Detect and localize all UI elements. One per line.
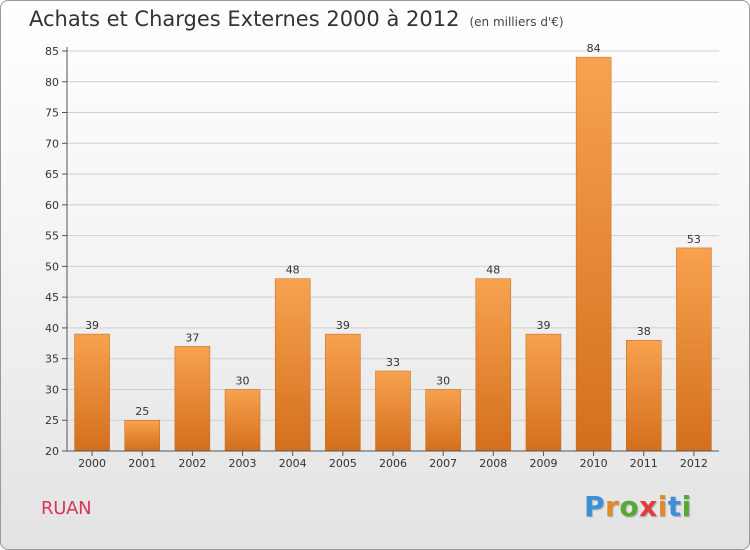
data-label: 53 <box>687 233 701 246</box>
y-tick-label: 75 <box>45 107 59 120</box>
x-tick-label: 2000 <box>78 457 106 470</box>
x-tick-label: 2003 <box>229 457 257 470</box>
bar <box>375 370 411 452</box>
y-tick-label: 85 <box>45 45 59 58</box>
chart-title: Achats et Charges Externes 2000 à 2012 (e… <box>29 7 564 31</box>
chart-title-text: Achats et Charges Externes 2000 à 2012 <box>29 7 460 31</box>
y-tick-label: 30 <box>45 383 59 396</box>
data-label: 25 <box>135 405 149 418</box>
y-tick-label: 25 <box>45 414 59 427</box>
data-label: 30 <box>236 374 250 387</box>
logo-letter: i <box>681 490 692 523</box>
data-label: 39 <box>336 319 350 332</box>
bar <box>274 278 311 452</box>
bar <box>525 333 562 452</box>
chart-subtitle: (en milliers d'€) <box>469 15 564 29</box>
data-label: 37 <box>185 331 199 344</box>
proxiti-logo[interactable]: Proxiti <box>584 490 692 523</box>
y-tick-label: 40 <box>45 322 59 335</box>
commune-name: RUAN <box>41 498 92 519</box>
data-label: 30 <box>436 374 450 387</box>
y-tick-label: 65 <box>45 168 59 181</box>
bars: 39 25 37 30 48 39 33 30 48 39 84 38 53 <box>74 42 712 452</box>
y-tick-label: 55 <box>45 230 59 243</box>
x-axis: 2000 2001 2002 2003 2004 2005 2006 2007 2008 2009… <box>67 450 719 470</box>
logo-letter: x <box>639 490 658 523</box>
y-tick-label: 80 <box>45 76 59 89</box>
data-label: 84 <box>587 42 601 55</box>
logo-letter: o <box>619 490 640 523</box>
x-tick-label: 2001 <box>128 457 156 470</box>
bar <box>74 333 110 452</box>
bar <box>224 389 261 452</box>
bar <box>475 278 512 452</box>
data-label: 33 <box>386 356 400 369</box>
logo-letter: i <box>657 490 668 523</box>
x-tick-label: 2012 <box>680 457 708 470</box>
x-tick-label: 2008 <box>479 457 507 470</box>
y-tick-label: 45 <box>45 291 59 304</box>
data-label: 38 <box>637 325 651 338</box>
x-tick-label: 2005 <box>329 457 357 470</box>
logo-letter: t <box>667 490 682 523</box>
logo-letter: P <box>584 490 606 523</box>
data-label: 48 <box>486 264 500 277</box>
x-tick-label: 2009 <box>529 457 557 470</box>
y-tick-label: 50 <box>45 260 59 273</box>
x-tick-label: 2010 <box>580 457 608 470</box>
x-tick-label: 2002 <box>178 457 206 470</box>
x-tick-label: 2006 <box>379 457 407 470</box>
y-tick-label: 35 <box>45 353 59 366</box>
data-label: 39 <box>85 319 99 332</box>
data-label: 39 <box>536 319 550 332</box>
bar <box>676 247 712 452</box>
data-label: 48 <box>286 264 300 277</box>
bar <box>575 56 612 452</box>
bar <box>626 339 662 452</box>
bar <box>174 346 211 452</box>
y-axis: 20 25 30 35 40 45 50 55 60 65 70 75 80 85 <box>45 45 68 458</box>
x-tick-label: 2011 <box>630 457 658 470</box>
x-tick-label: 2004 <box>279 457 307 470</box>
y-tick-label: 60 <box>45 199 59 212</box>
bar <box>124 419 160 452</box>
y-tick-label: 20 <box>45 445 59 458</box>
bar <box>325 333 361 452</box>
bar <box>425 389 461 452</box>
x-tick-label: 2007 <box>429 457 457 470</box>
y-tick-label: 70 <box>45 137 59 150</box>
logo-letter: r <box>605 490 620 523</box>
